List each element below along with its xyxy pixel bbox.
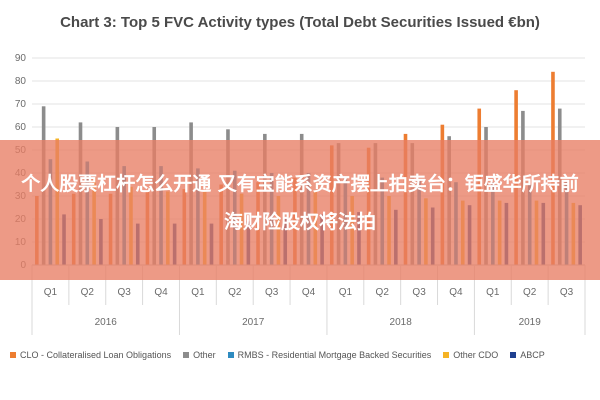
legend-swatch bbox=[443, 352, 450, 358]
legend-swatch bbox=[227, 352, 234, 358]
overlay-text: 个人股票杠杆怎么开通 又有宝能系资产摆上拍卖台：钜盛华所持前海财险股权将法拍 bbox=[21, 173, 579, 233]
year-label: 2017 bbox=[242, 317, 265, 328]
x-tick-label: Q2 bbox=[523, 287, 537, 298]
x-tick-label: Q4 bbox=[302, 287, 316, 298]
legend-item: Other bbox=[183, 350, 216, 360]
legend-swatch bbox=[10, 352, 16, 358]
x-tick-label: Q3 bbox=[265, 287, 279, 298]
chart-title: Chart 3: Top 5 FVC Activity types (Total… bbox=[60, 14, 540, 31]
y-tick-label: 80 bbox=[15, 76, 27, 87]
legend-item: ABCP bbox=[510, 350, 545, 360]
legend-label: CLO - Collateralised Loan Obligations bbox=[20, 350, 172, 360]
y-tick-label: 90 bbox=[15, 53, 27, 64]
legend-label: Other bbox=[193, 350, 216, 360]
legend-swatch bbox=[510, 352, 517, 358]
y-tick-label: 60 bbox=[15, 122, 27, 133]
y-tick-label: 70 bbox=[15, 99, 27, 110]
legend-item: Other CDO bbox=[443, 350, 498, 360]
overlay-banner bbox=[0, 140, 600, 280]
legend-item: RMBS - Residential Mortgage Backed Secur… bbox=[227, 350, 432, 360]
year-label: 2019 bbox=[519, 317, 542, 328]
x-tick-label: Q3 bbox=[560, 287, 574, 298]
x-tick-label: Q3 bbox=[117, 287, 131, 298]
legend: CLO - Collateralised Loan Obligations Oth… bbox=[10, 350, 595, 360]
x-tick-label: Q2 bbox=[81, 287, 95, 298]
year-label: 2018 bbox=[390, 317, 413, 328]
legend-label: ABCP bbox=[520, 350, 545, 360]
x-tick-label: Q3 bbox=[412, 287, 426, 298]
legend-swatch bbox=[183, 352, 190, 358]
x-tick-label: Q1 bbox=[486, 287, 500, 298]
legend-label: Other CDO bbox=[453, 350, 499, 360]
legend-item: CLO - Collateralised Loan Obligations bbox=[10, 350, 171, 360]
x-tick-label: Q2 bbox=[228, 287, 242, 298]
x-tick-label: Q1 bbox=[191, 287, 205, 298]
x-tick-label: Q4 bbox=[154, 287, 168, 298]
x-tick-label: Q4 bbox=[449, 287, 463, 298]
legend-label: RMBS - Residential Mortgage Backed Secur… bbox=[237, 350, 432, 360]
x-tick-label: Q1 bbox=[339, 287, 353, 298]
year-label: 2016 bbox=[95, 317, 118, 328]
x-tick-label: Q2 bbox=[376, 287, 390, 298]
x-tick-label: Q1 bbox=[44, 287, 58, 298]
